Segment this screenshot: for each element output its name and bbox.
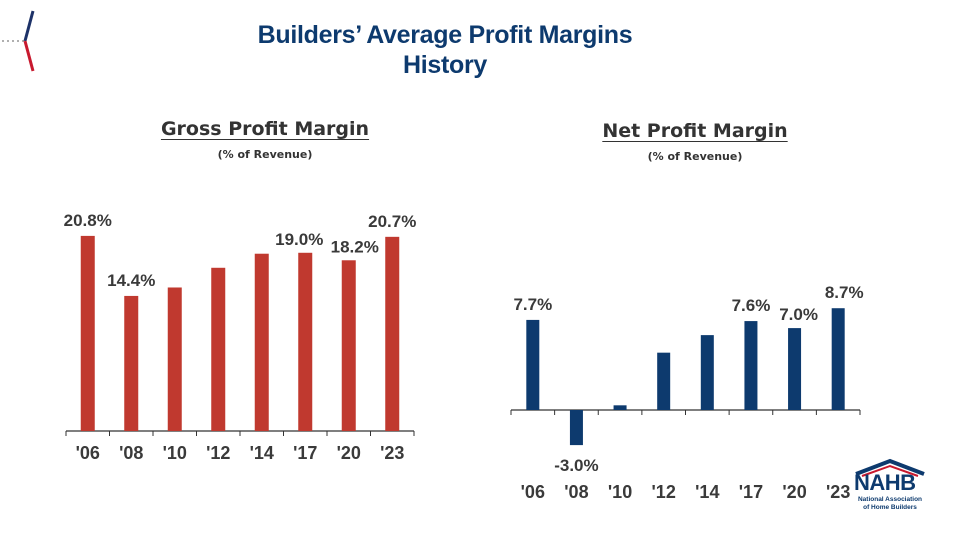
gross-tick-label: '23: [380, 443, 404, 463]
title-line-2: History: [402, 51, 488, 79]
net-chart-header: Net Profit Margin (% of Revenue): [575, 120, 815, 163]
gross-bar-3: [211, 267, 226, 431]
gross-bar-0: [80, 235, 95, 431]
logo-wordmark: NAHB: [854, 470, 916, 495]
gross-value-label: 14.4%: [107, 271, 155, 290]
slide-decoration: [2, 10, 35, 72]
house-roof-icon: [855, 458, 925, 477]
net-chart-title: Net Profit Margin: [602, 120, 788, 142]
net-bar-3: [657, 352, 671, 410]
net-bar-4: [700, 335, 714, 410]
net-tick-label: '12: [652, 482, 676, 502]
gross-bar-6: [341, 260, 356, 431]
net-value-label: 8.7%: [825, 283, 864, 302]
net-tick-label: '17: [739, 482, 763, 502]
net-bar-1: [569, 410, 583, 446]
title-line-1: Builders’ Average Profit Margins: [257, 21, 633, 49]
gross-tick-label: '08: [119, 443, 143, 463]
gross-tick-label: '12: [206, 443, 230, 463]
net-bar-5: [744, 321, 758, 410]
gross-value-label: 20.7%: [368, 212, 416, 231]
logo-subtitle-line-1: National Association: [857, 496, 923, 503]
nahb-logo: NAHB National Association of Home Builde…: [850, 458, 930, 518]
net-tick-label: '10: [608, 482, 632, 502]
gross-chart-subtitle: (% of Revenue): [217, 148, 313, 161]
net-bar-7: [831, 308, 845, 410]
net-value-label: 7.6%: [732, 296, 771, 315]
net-value-label: 7.7%: [513, 295, 552, 314]
navy-chevron-stroke-icon: [23, 10, 35, 42]
net-bar-0: [526, 319, 540, 410]
net-bar-6: [788, 328, 802, 410]
gross-chart-title: Gross Profit Margin: [160, 118, 370, 140]
net-tick-label: '06: [521, 482, 545, 502]
net-value-label: 7.0%: [779, 305, 818, 324]
gross-tick-label: '06: [76, 443, 100, 463]
gross-bar-2: [167, 287, 182, 431]
gross-bar-5: [298, 252, 313, 431]
logo-subtitle: National Association of Home Builders: [850, 496, 930, 512]
gross-value-label: 18.2%: [331, 237, 379, 256]
gross-bar-1: [124, 295, 139, 431]
net-value-label: -3.0%: [554, 456, 598, 475]
net-bar-2: [613, 405, 627, 410]
net-tick-label: '08: [564, 482, 588, 502]
net-chart-subtitle: (% of Revenue): [647, 150, 743, 163]
gross-tick-label: '14: [250, 443, 274, 463]
net-tick-label: '20: [782, 482, 806, 502]
gross-bar-7: [385, 236, 400, 431]
net-tick-label: '23: [826, 482, 850, 502]
gross-tick-label: '17: [293, 443, 317, 463]
gross-value-label: 19.0%: [275, 230, 323, 249]
gross-bar-4: [254, 253, 269, 431]
gross-value-label: 20.8%: [64, 211, 112, 230]
gross-tick-label: '10: [163, 443, 187, 463]
red-chevron-stroke-icon: [23, 40, 35, 72]
net-tick-label: '14: [695, 482, 719, 502]
logo-subtitle-line-2: of Home Builders: [863, 504, 917, 511]
gross-tick-label: '20: [337, 443, 361, 463]
gross-chart-header: Gross Profit Margin (% of Revenue): [140, 118, 390, 161]
slide-title: Builders’ Average Profit Margins History: [200, 20, 690, 80]
